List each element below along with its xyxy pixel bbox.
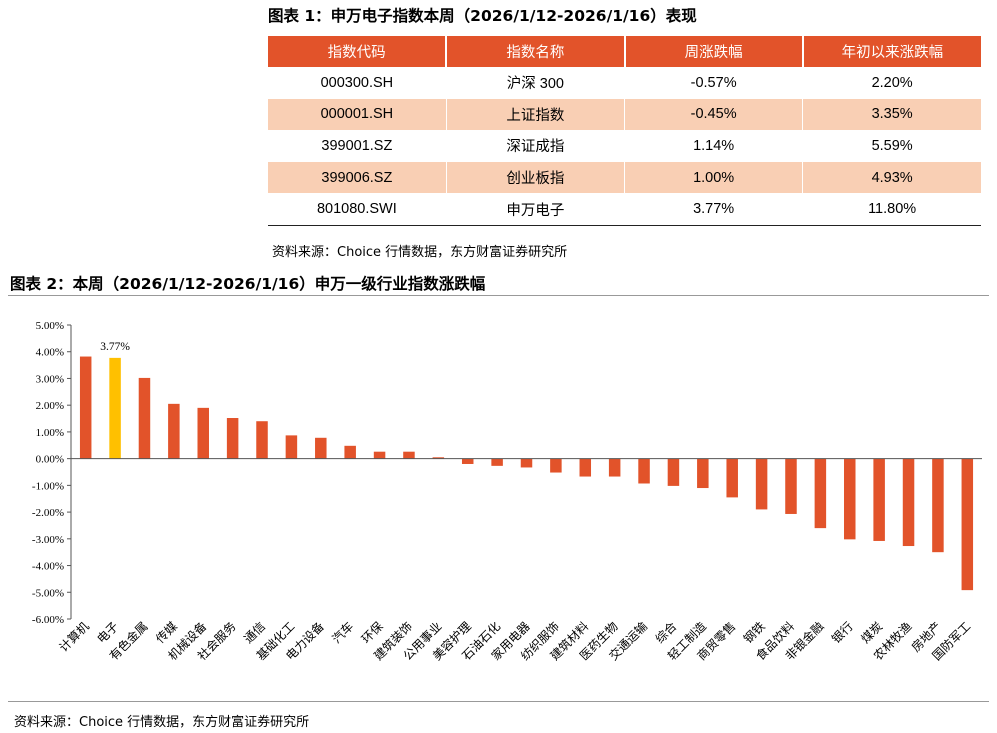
bar-10: [344, 445, 356, 459]
y-tick-label: 4.00%: [36, 347, 64, 359]
header-weekly-change: 周涨跌幅: [624, 35, 804, 67]
cell-weekly: 1.14%: [624, 130, 804, 162]
figure2-frame: [8, 295, 989, 702]
header-index-code: 指数代码: [268, 35, 448, 67]
cell-code: 399001.SZ: [268, 130, 447, 162]
bar-24: [755, 458, 768, 510]
figure1-source: 资料来源：Choice 行情数据，东方财富证券研究所: [272, 245, 568, 260]
figure2-source: 资料来源：Choice 行情数据，东方财富证券研究所: [14, 715, 310, 730]
y-tick-label: -4.00%: [32, 561, 64, 573]
cell-weekly: -0.45%: [624, 98, 804, 131]
table-header-row: 指数代码 指数名称 周涨跌幅 年初以来涨跌幅: [268, 35, 981, 67]
bar-20: [638, 458, 650, 484]
y-tick-label: 2.00%: [36, 400, 64, 412]
cell-ytd: 11.80%: [802, 193, 981, 226]
cell-name: 创业板指: [446, 161, 626, 194]
data-label: 3.77%: [100, 341, 130, 353]
bar-8: [285, 435, 298, 459]
y-tick-label: 0.00%: [36, 454, 64, 466]
y-tick-label: -3.00%: [32, 534, 64, 546]
bar-25: [785, 458, 797, 514]
bar-31: [961, 458, 974, 591]
bar-13: [432, 457, 445, 459]
cell-code: 399006.SZ: [268, 161, 447, 194]
cell-name: 申万电子: [446, 193, 626, 226]
bar-15: [491, 458, 503, 466]
bar-7: [256, 421, 268, 459]
y-tick-label: -2.00%: [32, 507, 64, 519]
cell-name: 沪深 300: [446, 67, 626, 99]
y-tick-label: -6.00%: [32, 614, 64, 626]
bar-1: [79, 356, 92, 459]
bar-5: [197, 407, 209, 459]
x-category-label: 银行: [829, 619, 856, 646]
x-category-label: 汽车: [329, 619, 357, 647]
y-tick-label: 1.00%: [36, 427, 64, 439]
bar-9: [315, 437, 327, 459]
cell-ytd: 2.20%: [871, 74, 913, 91]
figure1-title: 图表 1：申万电子指数本周（2026/1/12-2026/1/16）表现: [268, 7, 697, 25]
cell-ytd: 5.59%: [871, 137, 913, 154]
bar-27: [844, 458, 856, 540]
bar-30: [932, 458, 944, 553]
index-performance-table: 指数代码 指数名称 周涨跌幅 年初以来涨跌幅 000300.SH 沪深 300 …: [268, 35, 981, 226]
bar-11: [373, 451, 386, 459]
bar-2: [109, 357, 121, 459]
cell-weekly: 3.77%: [624, 193, 804, 226]
cell-code: 000300.SH: [268, 67, 447, 99]
cell-code: 801080.SWI: [268, 193, 447, 226]
industry-bar-chart: 5.00% 4.00% 3.00% 2.00% 1.00% 0.00% -1.00% -2.0…: [32, 320, 982, 663]
table-row: 000001.SH 上证指数 -0.45% 3.35%: [268, 98, 981, 131]
cell-name: 深证成指: [446, 130, 626, 162]
bar-26: [814, 458, 827, 529]
cell-name: 上证指数: [446, 98, 626, 131]
y-tick-label: 5.00%: [36, 320, 64, 332]
bar-21: [667, 458, 680, 486]
cell-weekly: -0.57%: [624, 67, 804, 99]
figure2-title: 图表 2：本周（2026/1/12-2026/1/16）申万一级行业指数涨跌幅: [10, 275, 486, 293]
bar-4: [168, 403, 180, 459]
table-row: 399001.SZ 深证成指 1.14% 5.59%: [268, 130, 981, 162]
bar-22: [697, 458, 709, 489]
bar-18: [579, 458, 592, 477]
cell-ytd: 4.93%: [802, 161, 981, 194]
y-tick-label: 3.00%: [36, 373, 64, 385]
header-index-name: 指数名称: [446, 35, 626, 67]
bar-23: [726, 458, 738, 498]
bar-12: [403, 451, 415, 459]
table-row: 801080.SWI 申万电子 3.77% 11.80%: [268, 193, 981, 226]
cell-ytd: 3.35%: [802, 98, 981, 131]
bar-29: [902, 458, 915, 547]
bar-14: [461, 458, 474, 464]
bar-6: [226, 418, 239, 459]
bar-28: [873, 458, 885, 541]
bar-17: [550, 458, 562, 473]
table-row: 000300.SH 沪深 300 -0.57% 2.20%: [268, 67, 981, 99]
table-row: 399006.SZ 创业板指 1.00% 4.93%: [268, 161, 981, 194]
bar-16: [520, 458, 533, 468]
bar-3: [138, 377, 151, 459]
header-ytd-change: 年初以来涨跌幅: [802, 35, 981, 67]
cell-code: 000001.SH: [268, 98, 447, 131]
y-tick-label: -1.00%: [32, 480, 64, 492]
cell-weekly: 1.00%: [624, 161, 804, 194]
bar-19: [608, 458, 621, 477]
y-tick-label: -5.00%: [32, 587, 64, 599]
